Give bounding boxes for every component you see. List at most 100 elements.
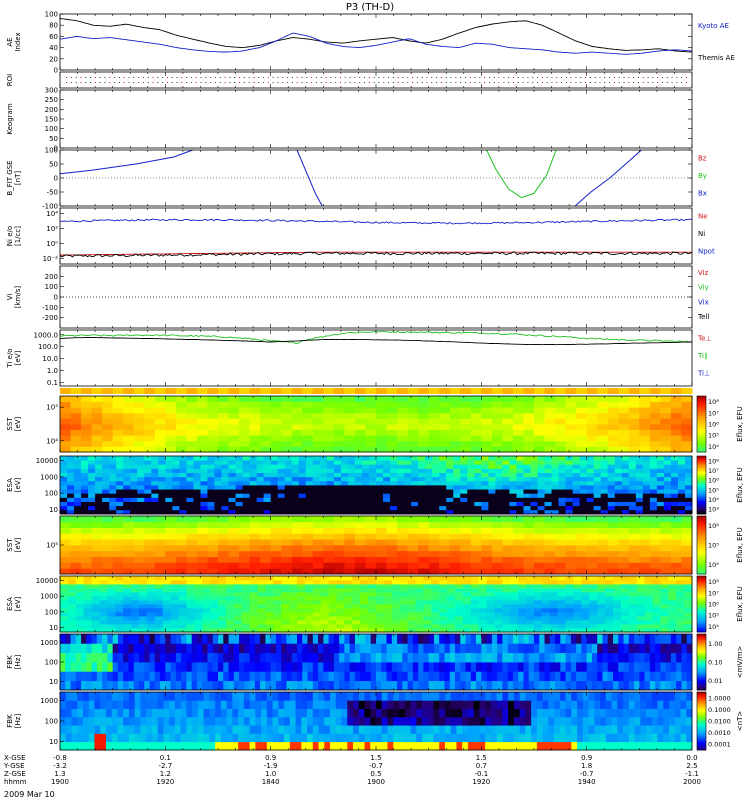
roi-dot (388, 82, 389, 83)
esa2-cell (115, 608, 123, 612)
esa1-cell (488, 502, 495, 507)
ae-ytick-label: 0 (54, 67, 58, 75)
esa1-cell (109, 477, 116, 482)
esa1-cell (123, 473, 130, 478)
roi-dot (196, 77, 197, 78)
esa2-cell (408, 616, 416, 620)
esa1-cell (355, 464, 362, 469)
esa1-cell (573, 468, 580, 473)
esa1-cell (411, 456, 418, 461)
esa2-cell (455, 576, 463, 580)
esa1-cell (523, 464, 530, 469)
esa1-cell (411, 485, 418, 490)
esa1-cell (636, 485, 643, 490)
esa2-cell (305, 600, 313, 604)
esa1-cell (685, 493, 692, 498)
esa2-cell (637, 584, 645, 588)
sst1-cell (313, 418, 324, 424)
esa2-cell (463, 596, 471, 600)
esa1-cell (453, 456, 460, 461)
esa2-cell (60, 592, 68, 596)
esa1-cell (362, 460, 369, 465)
sst1-cell (397, 430, 408, 436)
esa1-cell (383, 485, 390, 490)
esa2-cell (447, 612, 455, 616)
sst2-cell (545, 528, 556, 534)
esa2-cell (76, 604, 84, 608)
esa1-cell (509, 473, 516, 478)
esa1-cell (516, 473, 523, 478)
sst2-cell (650, 533, 661, 539)
esa1-cell (130, 502, 137, 507)
sst2-cell (397, 551, 408, 557)
esa1-cell (74, 506, 81, 511)
esa1-cell (81, 473, 88, 478)
status-strip-cell (355, 388, 366, 394)
esa2-cell (147, 600, 155, 604)
roi-dot (133, 77, 134, 78)
esa2-cell (550, 584, 558, 588)
esa1-cell (158, 506, 165, 511)
roi-dot (532, 82, 533, 83)
esa1-cell (299, 489, 306, 494)
esa1-cell (509, 460, 516, 465)
esa1-cell (678, 473, 685, 478)
esa2-cell (147, 584, 155, 588)
esa2-cell (352, 616, 360, 620)
sst1-cell (260, 407, 271, 413)
esa2-cell (344, 596, 352, 600)
esa2-cell (542, 624, 550, 628)
sst1-cell (81, 407, 92, 413)
esa1-cell (481, 489, 488, 494)
esa2-cell (202, 620, 210, 624)
esa2-cell (621, 596, 629, 600)
sst2-cell (197, 516, 208, 522)
roi-dot (114, 82, 115, 83)
esa2-cell (289, 584, 297, 588)
esa1-cell (460, 489, 467, 494)
esa1-cell (214, 473, 221, 478)
esa1-cell (467, 481, 474, 486)
esa1-cell (615, 477, 622, 482)
esa1-cell (643, 473, 650, 478)
sst2-cell (292, 528, 303, 534)
esa2-cell (297, 600, 305, 604)
esa2-cell (68, 592, 76, 596)
sst2-cell (292, 545, 303, 551)
esa1-cell (222, 506, 229, 511)
sst2-cell (250, 557, 261, 563)
esa2-cell (218, 600, 226, 604)
esa2-cell (84, 616, 92, 620)
sst2-cell (155, 557, 166, 563)
esa1-cell (88, 502, 95, 507)
esa1-cell (404, 464, 411, 469)
esa1-cell (165, 485, 172, 490)
esa2-cell (297, 608, 305, 612)
esa2-cell (423, 592, 431, 596)
esa2-cell (502, 600, 510, 604)
sst1-cell (102, 435, 113, 441)
esa2-cell (186, 616, 194, 620)
esa1-cell (137, 489, 144, 494)
esa1-cell (615, 489, 622, 494)
esa2-cell (471, 580, 479, 584)
sst1-cell (534, 402, 545, 408)
esa1-cell (74, 468, 81, 473)
roi-dot (148, 82, 149, 83)
esa2-cell (60, 600, 68, 604)
esa2-cell (265, 620, 273, 624)
esa1-cell (601, 477, 608, 482)
sst2-cell (671, 539, 682, 545)
esa2-cell (84, 604, 92, 608)
esa2-cell (321, 600, 329, 604)
sst2-cell (376, 562, 387, 568)
esa1-cell (573, 506, 580, 511)
esa2-cell (431, 584, 439, 588)
esa1-cell (355, 460, 362, 465)
esa2-cell (597, 620, 605, 624)
esa1-cell (615, 497, 622, 502)
esa1-cell (229, 493, 236, 498)
esa2-cell (400, 608, 408, 612)
esa1-cell (650, 468, 657, 473)
bfield-series-bx (60, 150, 193, 174)
